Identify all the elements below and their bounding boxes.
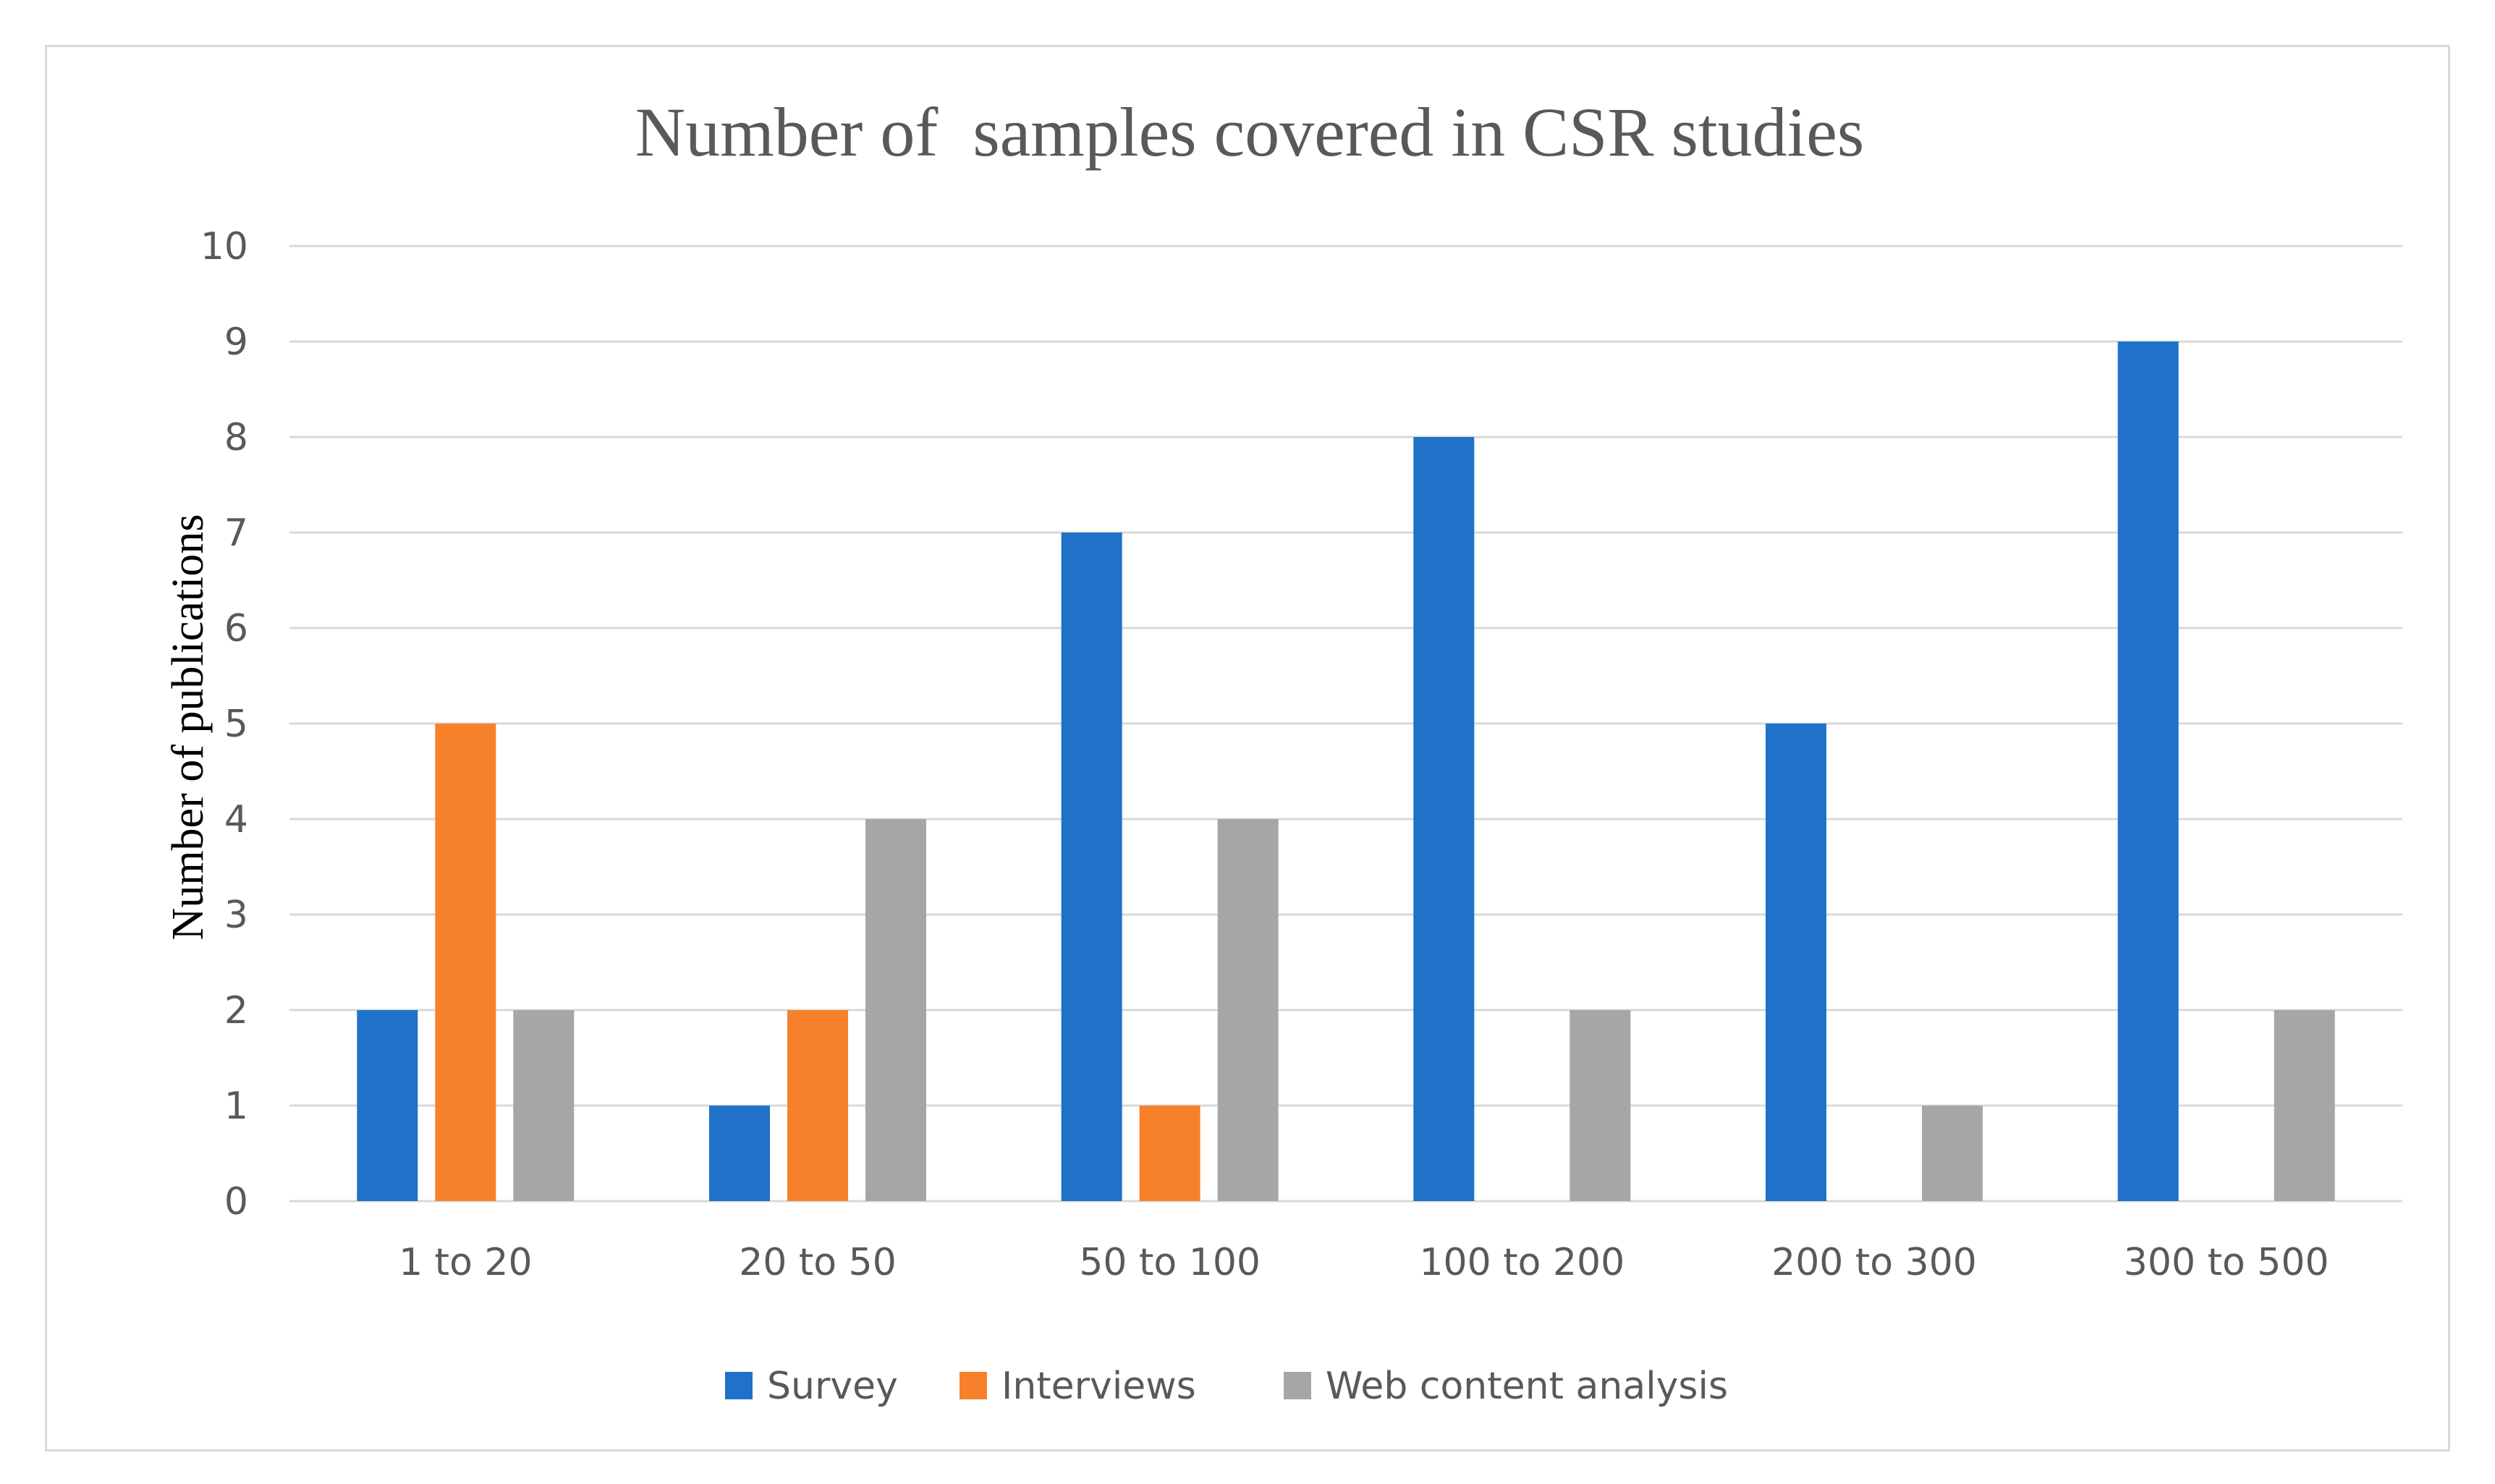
legend-label-interviews: Interviews xyxy=(1001,1365,1196,1408)
legend-swatch-web-content-analysis xyxy=(1284,1372,1311,1399)
y-tick-label: 9 xyxy=(224,321,248,364)
bars xyxy=(357,342,2335,1201)
legend: Survey Interviews Web content analysis xyxy=(725,1365,1728,1408)
y-tick-label: 2 xyxy=(224,989,248,1033)
x-tick-label: 1 to 20 xyxy=(399,1241,533,1284)
y-tick-label: 4 xyxy=(224,798,248,841)
bar-interviews-1 xyxy=(435,724,496,1201)
legend-swatch-interviews xyxy=(960,1372,987,1399)
bar-interviews-3 xyxy=(1139,1106,1200,1201)
bar-web-content-analysis-3 xyxy=(1217,819,1279,1201)
x-tick-label: 300 to 500 xyxy=(2124,1241,2329,1284)
chart-frame: Number of samples covered in CSR studies… xyxy=(45,45,2450,1451)
y-tick-label: 3 xyxy=(224,894,248,937)
bar-survey-2 xyxy=(709,1106,770,1201)
bar-survey-6 xyxy=(2117,342,2179,1201)
x-tick-label: 50 to 100 xyxy=(1079,1241,1261,1284)
y-tick-label: 5 xyxy=(224,703,248,746)
y-tick-label: 7 xyxy=(224,512,248,555)
bar-survey-5 xyxy=(1766,724,1826,1201)
bar-chart: Number of samples covered in CSR studies… xyxy=(164,93,2402,1408)
y-tick-label: 8 xyxy=(224,416,248,459)
bar-web-content-analysis-5 xyxy=(1922,1106,1983,1201)
bar-web-content-analysis-2 xyxy=(865,819,926,1201)
x-tick-label: 100 to 200 xyxy=(1419,1241,1624,1284)
gridlines xyxy=(289,245,2402,1203)
legend-label-survey: Survey xyxy=(767,1365,898,1408)
y-axis-ticks: 0 1 2 3 4 5 6 7 8 9 10 xyxy=(200,225,248,1224)
legend-label-web-content-analysis: Web content analysis xyxy=(1326,1365,1728,1408)
y-tick-label: 10 xyxy=(200,225,248,268)
x-tick-label: 20 to 50 xyxy=(739,1241,897,1284)
x-tick-label: 200 to 300 xyxy=(1771,1241,1977,1284)
bar-interviews-2 xyxy=(787,1010,848,1201)
y-axis-label: Number of publications xyxy=(164,514,213,941)
y-tick-label: 6 xyxy=(224,607,248,650)
y-tick-label: 1 xyxy=(224,1085,248,1128)
y-tick-label: 0 xyxy=(224,1180,248,1224)
bar-web-content-analysis-1 xyxy=(513,1010,575,1201)
bar-web-content-analysis-4 xyxy=(1570,1010,1631,1201)
x-axis-ticks: 1 to 20 20 to 50 50 to 100 100 to 200 200 to… xyxy=(399,1241,2329,1284)
bar-survey-4 xyxy=(1413,437,1475,1201)
bar-survey-3 xyxy=(1061,533,1122,1201)
legend-swatch-survey xyxy=(725,1372,753,1399)
chart-title: Number of samples covered in CSR studies xyxy=(635,93,1864,171)
bar-web-content-analysis-6 xyxy=(2274,1010,2335,1201)
bar-survey-1 xyxy=(357,1010,418,1201)
